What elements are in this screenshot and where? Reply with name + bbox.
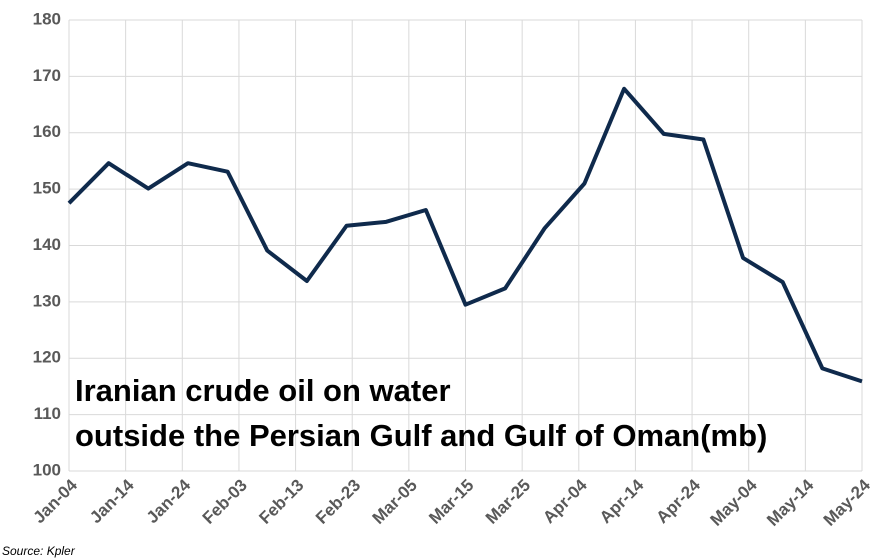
- data-line: [67, 86, 863, 384]
- x-tick-label: Apr-04: [539, 475, 591, 527]
- y-tick-label: 130: [33, 291, 61, 310]
- y-tick-label: 120: [33, 348, 61, 367]
- x-tick-label: Apr-24: [653, 475, 705, 527]
- y-tick-label: 160: [33, 122, 61, 141]
- x-tick-label: May-24: [820, 475, 875, 530]
- y-tick-label: 140: [33, 235, 61, 254]
- y-tick-label: 180: [33, 9, 61, 28]
- x-tick-label: Feb-03: [199, 476, 251, 528]
- y-tick-label: 110: [34, 404, 61, 423]
- x-tick-label: Jan-04: [29, 475, 81, 527]
- x-tick-label: Mar-25: [482, 476, 534, 528]
- y-tick-label: 170: [33, 66, 61, 85]
- annotation-line: Iranian crude oil on water: [75, 373, 451, 408]
- x-tick-label: Feb-23: [312, 476, 364, 528]
- x-tick-label: Mar-15: [425, 476, 477, 528]
- x-tick-label: May-04: [707, 475, 762, 530]
- x-tick-label: Jan-24: [143, 475, 195, 527]
- x-tick-label: Feb-13: [255, 476, 307, 528]
- y-tick-label: 100: [33, 460, 61, 479]
- x-tick-label: May-14: [763, 475, 818, 530]
- x-tick-label: Jan-14: [86, 475, 138, 527]
- x-tick-label: Apr-14: [596, 475, 648, 527]
- source: Source: Kpler: [2, 544, 76, 558]
- y-tick-label: 150: [33, 179, 61, 198]
- x-tick-label: Mar-05: [369, 476, 421, 528]
- annotation-line: outside the Persian Gulf and Gulf of Oma…: [75, 418, 767, 453]
